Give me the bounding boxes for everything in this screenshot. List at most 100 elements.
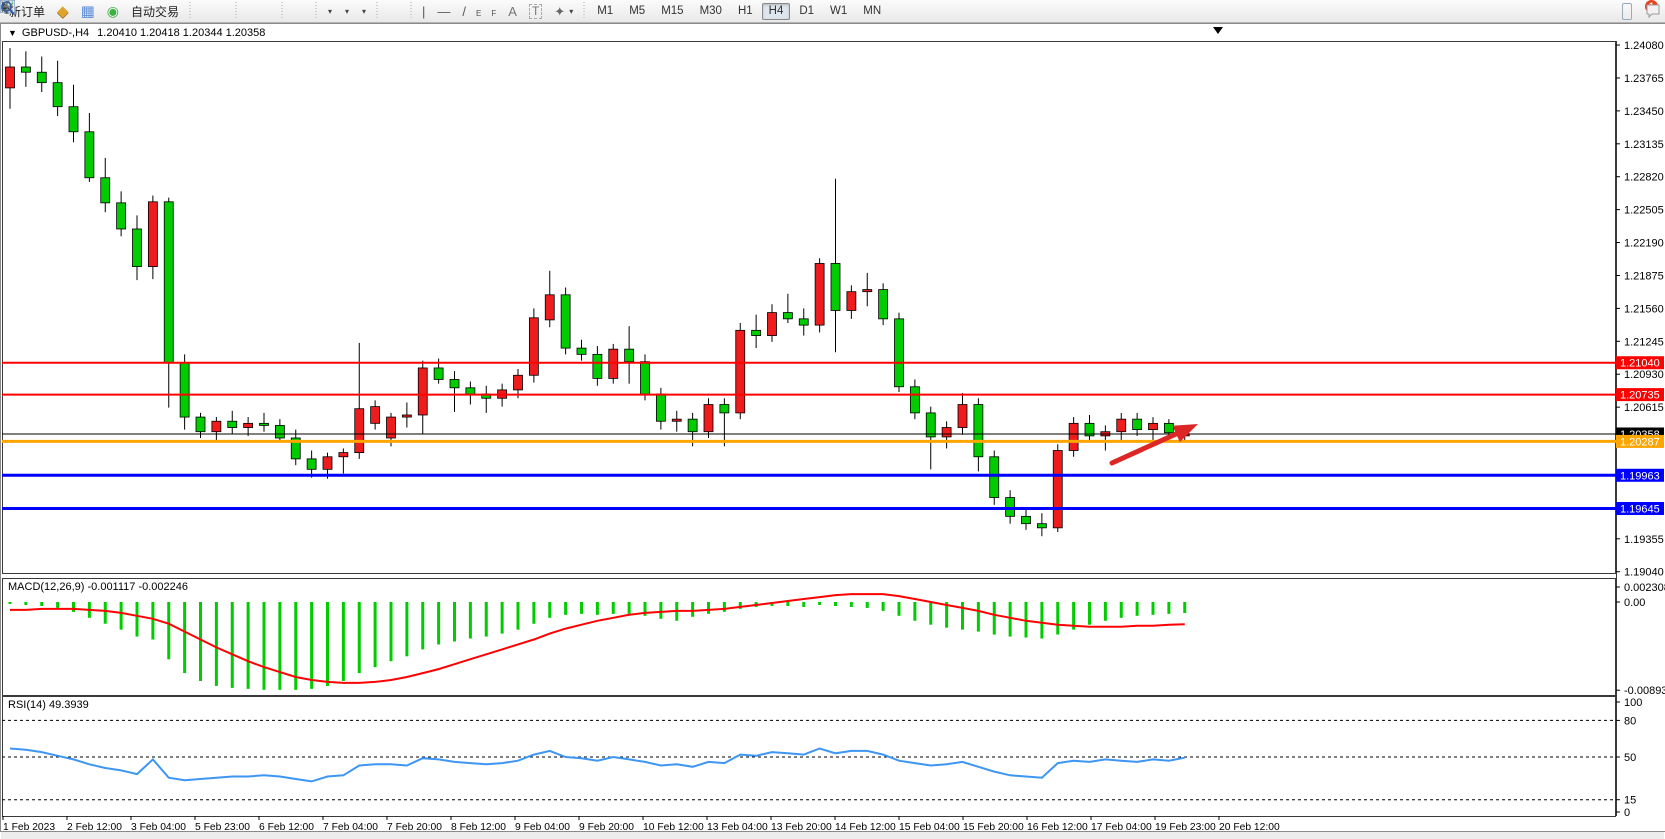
rsi-axis-label: 80 [1624, 715, 1636, 727]
chart-title[interactable]: ▼ GBPUSD-,H4 1.20410 1.20418 1.20344 1.203… [8, 27, 265, 39]
horizontal-line-button[interactable]: — [432, 3, 455, 20]
signals-button[interactable]: ◉ [102, 3, 124, 20]
crosshair-button[interactable] [1, 1, 405, 20]
candle-body [846, 291, 857, 311]
candle-body [354, 408, 365, 454]
price-level-badge-background [1616, 502, 1664, 516]
zoom-in-button[interactable] [0, 0, 252, 20]
candle-body [259, 422, 269, 426]
timeframe-button-m1[interactable]: M1 [597, 5, 614, 17]
macd-histogram-bar [1151, 602, 1155, 615]
timeframe-button-m30[interactable]: M30 [699, 5, 722, 17]
macd-histogram-bar [1024, 602, 1028, 638]
macd-histogram-bar [818, 602, 822, 605]
timeframe-button-h1[interactable]: H1 [737, 5, 753, 17]
text-label-button[interactable]: T [524, 3, 547, 20]
macd-histogram-bar [453, 602, 456, 642]
candle-body [608, 348, 619, 379]
tile-windows-button[interactable] [0, 0, 276, 20]
toolbar: 新订单 ◆ ▦ ◉ 自动交易 [0, 0, 1665, 23]
timeframe-button-m15[interactable]: M15 [661, 5, 684, 17]
candle-body [671, 418, 682, 422]
candlestick-chart-button[interactable] [1, 0, 218, 20]
charts-button[interactable]: ◆ [52, 3, 74, 20]
macd-histogram-bar [786, 602, 790, 606]
price-axis-label: 1.19355 [1624, 534, 1664, 546]
arrow-annotation-shaft[interactable] [1109, 428, 1185, 466]
macd-histogram-bar [1088, 602, 1091, 625]
price-level-badge: 1.21040 [1620, 358, 1660, 370]
macd-histogram-bar [310, 602, 314, 689]
time-axis-label: 13 Feb 20:00 [771, 822, 832, 833]
line-chart-button[interactable] [0, 1, 230, 20]
cursor-button[interactable] [2, 1, 393, 20]
candle-body [1132, 418, 1143, 431]
macd-histogram-bar [1103, 602, 1107, 621]
candle-body [243, 422, 254, 428]
macd-label: MACD(12,26,9) [8, 581, 85, 593]
macd-histogram-bar [1072, 602, 1076, 630]
macd-histogram-bar [151, 602, 155, 640]
zoom-out-button[interactable] [0, 0, 264, 20]
macd-histogram-bar [199, 602, 202, 681]
macd-histogram-bar [56, 602, 60, 608]
timeframe-button-w1[interactable]: W1 [830, 5, 848, 17]
candle-body [1005, 497, 1016, 517]
timeframe-button-h4[interactable]: H4 [761, 2, 791, 20]
price-level-badge: 1.19645 [1620, 504, 1660, 516]
autotrading-label: 自动交易 [130, 4, 179, 19]
candle-body [227, 420, 238, 428]
indicators-button[interactable]: ▾ [0, 0, 337, 20]
text-button[interactable]: A [503, 3, 522, 20]
timeframe-button-d1[interactable]: D1 [799, 5, 815, 17]
macd-axis-label: 0.00 [1624, 597, 1645, 609]
candle-body [211, 420, 222, 433]
candle-body [544, 294, 555, 321]
periods-button[interactable]: ▾ [0, 0, 354, 20]
arrow-annotation-head[interactable] [1172, 424, 1198, 443]
candle-body [433, 367, 444, 380]
vertical-line-button[interactable]: | [417, 3, 430, 20]
time-axis-label: 7 Feb 04:00 [323, 822, 378, 833]
price-axis-label: 1.21560 [1624, 303, 1664, 315]
fibonacci-button[interactable]: F [1, 1, 501, 20]
bottom-strip [1, 832, 1664, 839]
channel-button[interactable]: E [0, 0, 486, 20]
templates-button[interactable]: ▾ [0, 0, 371, 20]
dropdown-caret-icon: ▾ [362, 6, 367, 16]
candle-body [1084, 422, 1095, 437]
trendline-button[interactable]: / [457, 3, 471, 20]
candle-body [449, 379, 460, 389]
market-button[interactable]: ▦ [76, 3, 100, 20]
price-pane[interactable] [2, 41, 1616, 574]
chart-shift-button[interactable] [1, 1, 310, 20]
shapes-button[interactable]: ✦ ▾ [549, 3, 578, 20]
macd-histogram-bar [40, 602, 44, 606]
search-button[interactable] [1, 1, 1632, 20]
candle-body [1148, 422, 1158, 431]
macd-histogram-bar [214, 602, 218, 686]
candle-body [5, 66, 15, 89]
macd-histogram-bar [341, 602, 345, 681]
candle-body [290, 437, 301, 460]
time-axis-label: 6 Feb 12:00 [259, 822, 314, 833]
auto-scroll-button[interactable] [0, 1, 298, 20]
autotrading-button[interactable]: 自动交易 [2, 0, 184, 20]
candle-body [274, 425, 285, 439]
toolbar-separator [583, 2, 586, 20]
macd-histogram-bar [24, 602, 28, 605]
price-level-badge: 1.20735 [1620, 390, 1660, 402]
macd-pane[interactable] [2, 578, 1616, 696]
timeframe-button-m5[interactable]: M5 [629, 5, 646, 17]
bar-chart-button[interactable] [1, 1, 206, 20]
macd-histogram-bar [294, 602, 298, 690]
candle-body [798, 318, 809, 326]
notifications-button[interactable]: 1 [1644, 0, 1660, 20]
candle-body [179, 362, 190, 418]
macd-histogram-bar [929, 602, 933, 625]
time-axis-label: 9 Feb 04:00 [515, 822, 570, 833]
macd-histogram-bar [691, 602, 695, 617]
timeframe-button-mn[interactable]: MN [863, 5, 882, 17]
